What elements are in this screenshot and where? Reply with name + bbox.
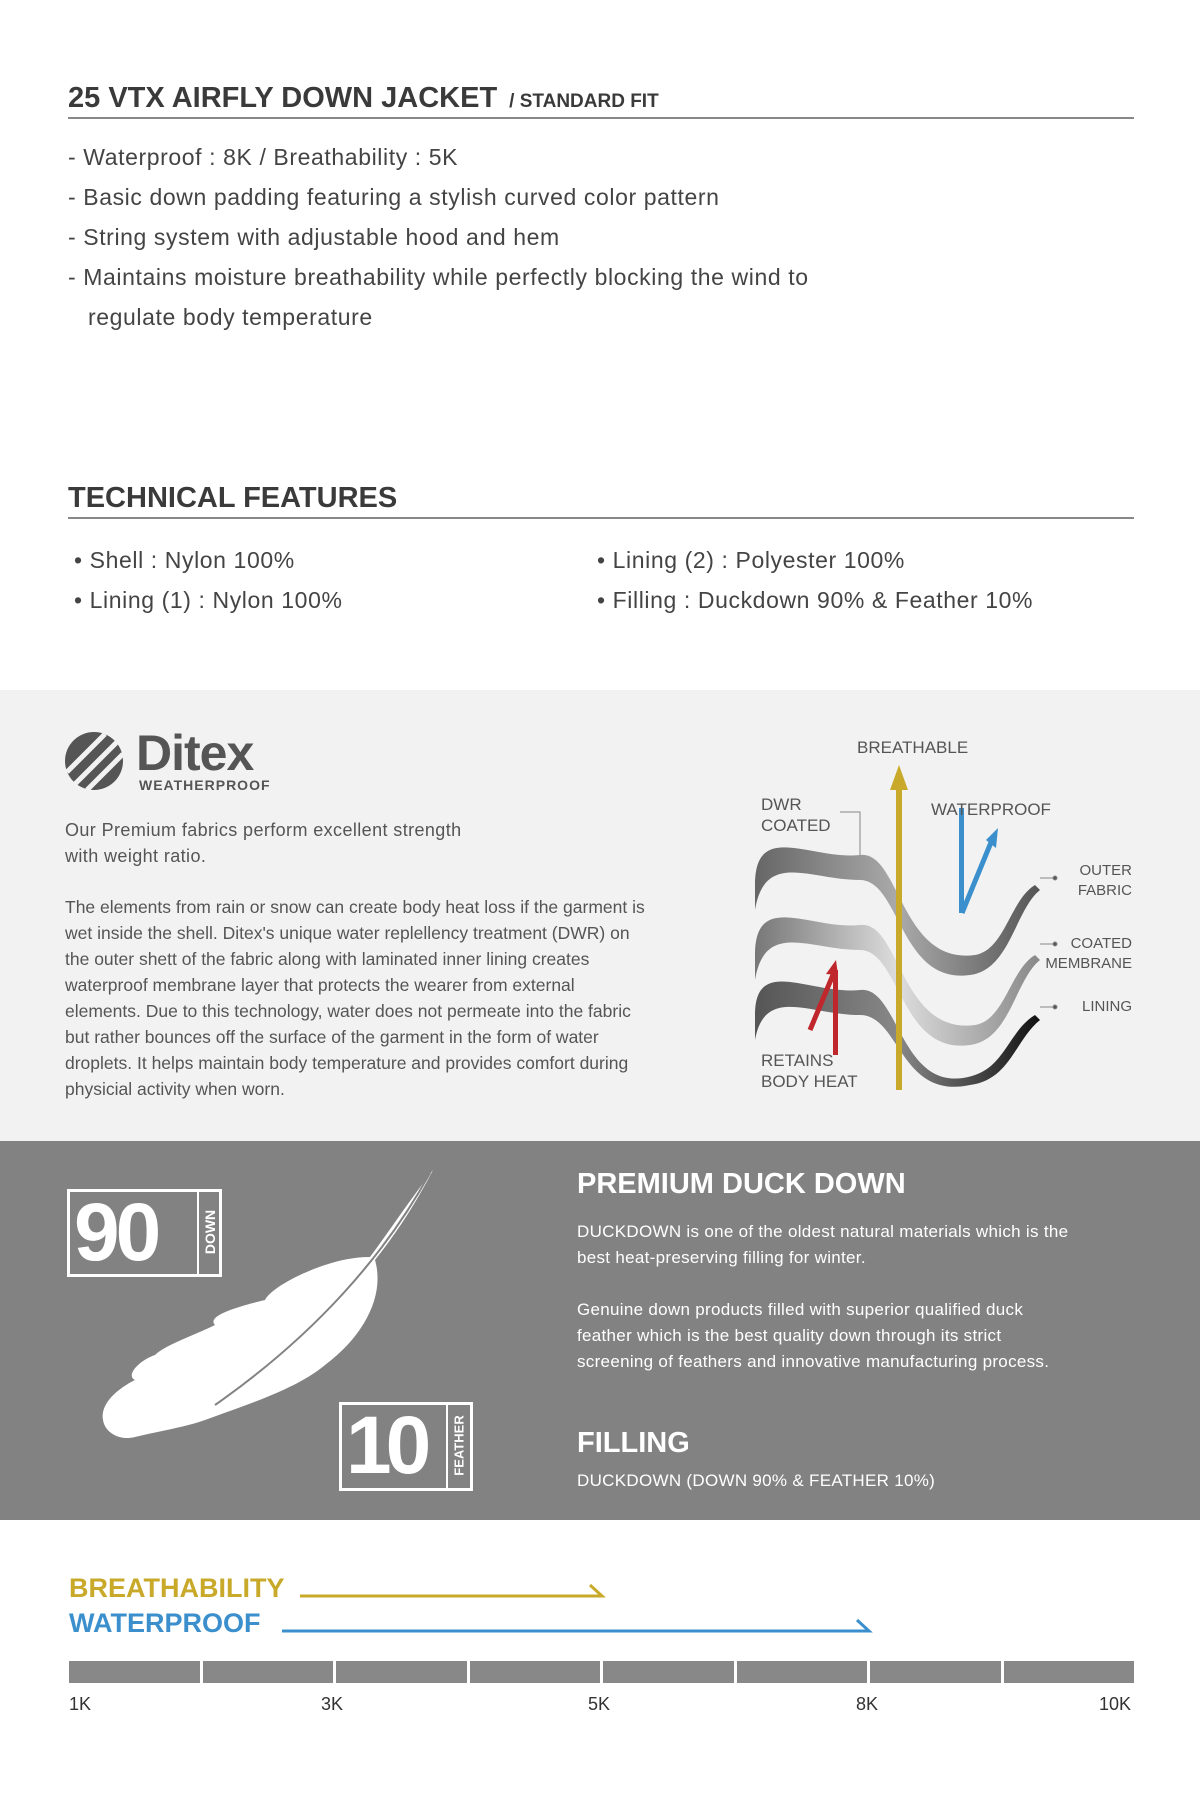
waterproof-arrow xyxy=(282,1618,873,1633)
label-lining: LINING xyxy=(1081,998,1132,1015)
down-p2: Genuine down products filled with superi… xyxy=(577,1300,1050,1371)
tick-label: 5K xyxy=(588,1694,611,1714)
bullet: - Waterproof : 8K / Breathability : 5K xyxy=(68,144,459,170)
tech-title: TECHNICAL FEATURES xyxy=(68,482,398,514)
badge-down: 90 DOWN xyxy=(67,1187,222,1278)
breathability-arrow xyxy=(300,1583,606,1598)
breathability-label: BREATHABILITY xyxy=(69,1573,285,1603)
product-title: 25 VTX AIRFLY DOWN JACKET / STANDARD FIT xyxy=(68,82,659,114)
fit-label: / STANDARD FIT xyxy=(509,91,659,112)
label-waterproof: WATERPROOF xyxy=(931,800,1051,819)
divider xyxy=(68,117,1134,119)
ditex-logo-icon xyxy=(65,732,123,790)
feather-icon xyxy=(102,1170,433,1439)
feature-item: • Shell : Nylon 100% xyxy=(74,547,295,573)
down-title: PREMIUM DUCK DOWN xyxy=(577,1168,906,1200)
filling-value: DUCKDOWN (DOWN 90% & FEATHER 10%) xyxy=(577,1471,936,1490)
waterproof-label: WATERPROOF xyxy=(69,1608,261,1638)
bullet: - String system with adjustable hood and… xyxy=(68,224,560,250)
label-retains: RETAINS BODY HEAT xyxy=(761,1051,858,1091)
ditex-lead: Our Premium fabrics perform excellent st… xyxy=(65,820,462,866)
fabric-layers-diagram xyxy=(755,765,1058,1090)
down-section xyxy=(0,1141,1200,1520)
tick-label: 1K xyxy=(69,1694,92,1714)
ditex-logo: Ditex xyxy=(136,725,254,781)
badge-feather: 10 FEATHER xyxy=(339,1400,473,1491)
filling-title: FILLING xyxy=(577,1427,690,1459)
label-outer: OUTER FABRIC xyxy=(1077,862,1132,899)
down-p1: DUCKDOWN is one of the oldest natural ma… xyxy=(577,1222,1069,1267)
rating-scale xyxy=(69,1661,1134,1683)
ditex-logo-sub: WEATHERPROOF xyxy=(139,777,271,793)
divider xyxy=(68,517,1134,519)
tick-label: 3K xyxy=(321,1694,344,1714)
label-coated: COATED MEMBRANE xyxy=(1045,935,1132,972)
bullet: - Basic down padding featuring a stylish… xyxy=(68,184,720,210)
tick-label: 10K xyxy=(1099,1694,1132,1714)
bullet: - Maintains moisture breathability while… xyxy=(68,264,809,290)
label-breathable: BREATHABLE xyxy=(857,738,969,757)
feature-item: • Lining (2) : Polyester 100% xyxy=(597,547,905,573)
feature-item: • Filling : Duckdown 90% & Feather 10% xyxy=(597,587,1034,613)
ditex-body: The elements from rain or snow can creat… xyxy=(65,897,645,1099)
label-dwr: DWR COATED xyxy=(761,795,831,835)
feature-item: • Lining (1) : Nylon 100% xyxy=(74,587,343,613)
tick-label: 8K xyxy=(856,1694,879,1714)
bullet-cont: regulate body temperature xyxy=(88,304,373,330)
